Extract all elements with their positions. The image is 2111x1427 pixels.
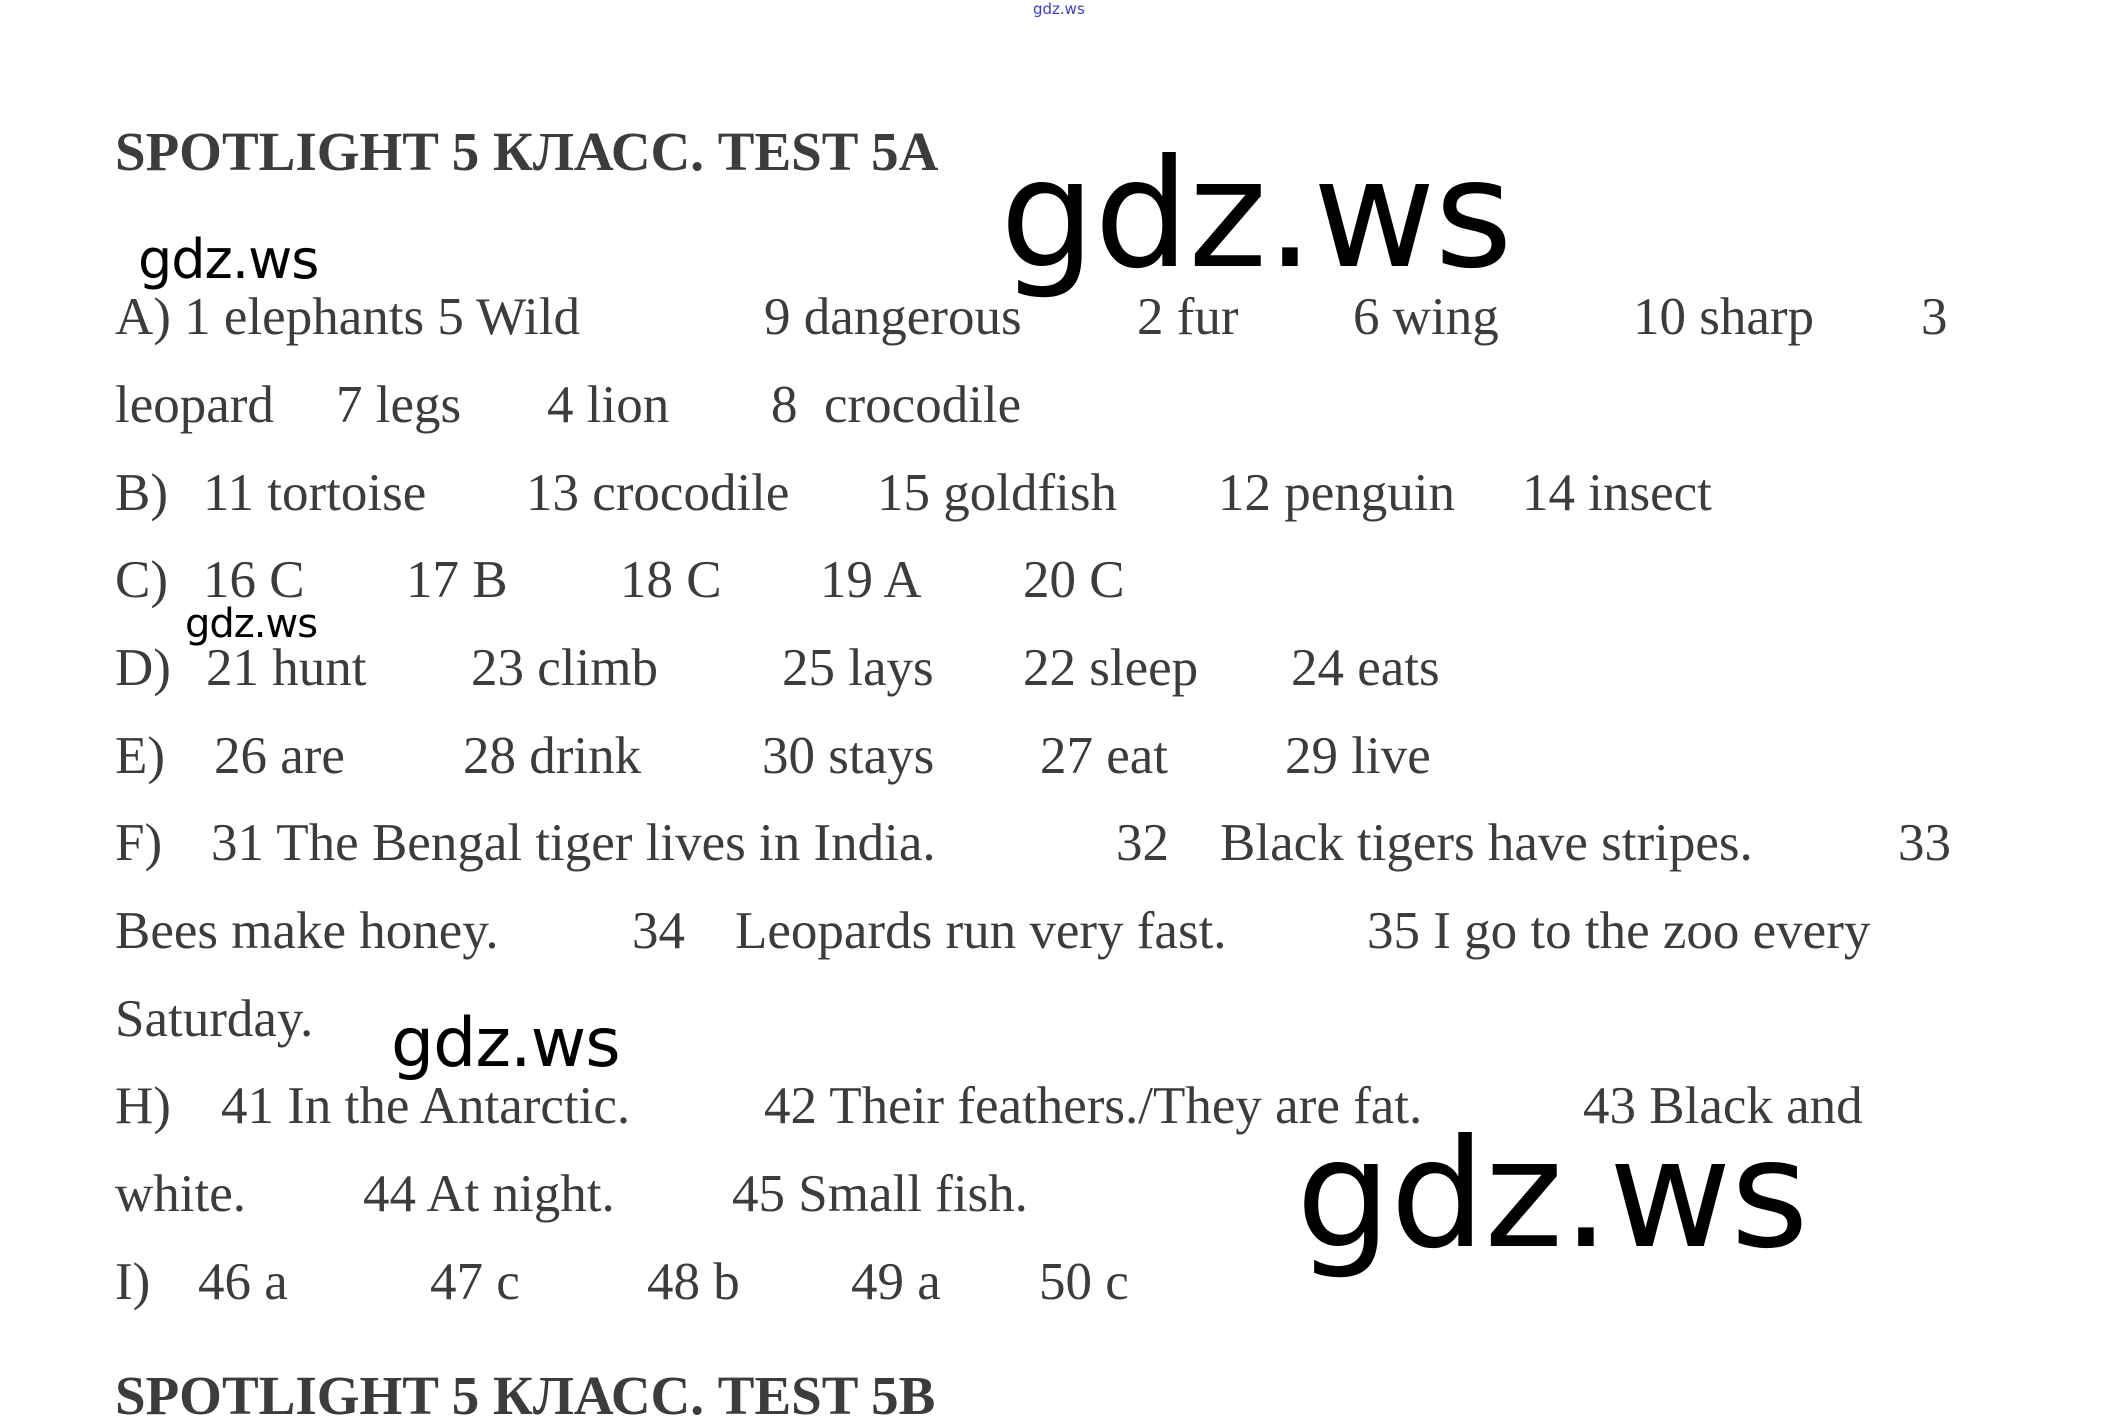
answer-item: 4 lion	[547, 376, 670, 434]
site-mark-link[interactable]: gdz.ws	[1033, 0, 1085, 18]
answer-item: 34	[632, 902, 685, 960]
answer-item: E)	[115, 727, 166, 785]
answer-item: 16 C	[203, 551, 305, 609]
watermark: gdz.ws	[391, 1004, 621, 1083]
answer-item: 29 live	[1285, 727, 1431, 785]
answer-item: 3	[1921, 288, 1948, 346]
answer-item: B)	[115, 464, 168, 522]
answer-item: 24 eats	[1291, 639, 1440, 697]
answer-item: 43 Black and	[1583, 1077, 1863, 1135]
answer-item: Saturday.	[115, 990, 314, 1048]
answer-item: 14 insect	[1522, 464, 1712, 522]
answer-item: 47 c	[430, 1253, 520, 1311]
answer-item: 22 sleep	[1023, 639, 1199, 697]
watermark: gdz.ws	[138, 228, 319, 291]
answer-item: H)	[115, 1077, 171, 1135]
answer-item: 23 climb	[471, 639, 658, 697]
answer-item: C)	[115, 551, 168, 609]
answer-item: 31 The Bengal tiger lives in India.	[211, 814, 936, 872]
answer-item: A) 1 elephants 5 Wild	[115, 288, 580, 346]
answer-item: D)	[115, 639, 171, 697]
watermark: gdz.ws	[1000, 128, 1513, 302]
answer-item: 20 C	[1023, 551, 1125, 609]
answer-item: 28 drink	[463, 727, 642, 785]
answer-item: 15 goldfish	[877, 464, 1117, 522]
answer-item: 41 In the Antarctic.	[221, 1077, 631, 1135]
answer-item: 2 fur	[1137, 288, 1239, 346]
answer-item: Bees make honey.	[115, 902, 499, 960]
answer-item: 33	[1898, 814, 1951, 872]
answer-item: 7 legs	[336, 376, 462, 434]
answer-item: 9 dangerous	[764, 288, 1022, 346]
answer-item: 19 A	[820, 551, 922, 609]
answer-item: 27 eat	[1040, 727, 1169, 785]
answer-item: 35 I go to the zoo every	[1367, 902, 1871, 960]
answer-item: F)	[115, 814, 163, 872]
answer-item: 18 C	[620, 551, 722, 609]
page-title: SPOTLIGHT 5 КЛАСС. TEST 5A	[115, 121, 939, 182]
answer-item: 11 tortoise	[203, 464, 427, 522]
answer-item: 8 crocodile	[771, 376, 1022, 434]
answer-item: 44 At night.	[363, 1165, 615, 1223]
answer-item: leopard	[115, 376, 274, 434]
answer-item: 45 Small fish.	[732, 1165, 1028, 1223]
answer-item: I)	[115, 1253, 151, 1311]
answer-item: 12 penguin	[1218, 464, 1455, 522]
answer-item: 42 Their feathers./They are fat.	[764, 1077, 1423, 1135]
answer-item: Black tigers have stripes.	[1220, 814, 1753, 872]
answer-item: Leopards run very fast.	[735, 902, 1227, 960]
answer-item: white.	[115, 1165, 246, 1223]
answer-item: 13 crocodile	[526, 464, 790, 522]
answer-item: 46 a	[198, 1253, 288, 1311]
watermark: gdz.ws	[185, 601, 318, 647]
watermark: gdz.ws	[1296, 1108, 1809, 1282]
answer-item: 50 c	[1039, 1253, 1129, 1311]
answer-item: 25 lays	[782, 639, 934, 697]
answer-item: 6 wing	[1353, 288, 1499, 346]
answer-item: 21 hunt	[206, 639, 367, 697]
answer-item: 26 are	[214, 727, 345, 785]
answer-item: 49 a	[851, 1253, 941, 1311]
answer-item: 10 sharp	[1633, 288, 1815, 346]
answer-item: 17 B	[406, 551, 508, 609]
answer-item: 48 b	[647, 1253, 740, 1311]
answer-item: 32	[1116, 814, 1169, 872]
answer-item: 30 stays	[762, 727, 935, 785]
next-section-title: SPOTLIGHT 5 КЛАСС. TEST 5B	[115, 1365, 936, 1426]
